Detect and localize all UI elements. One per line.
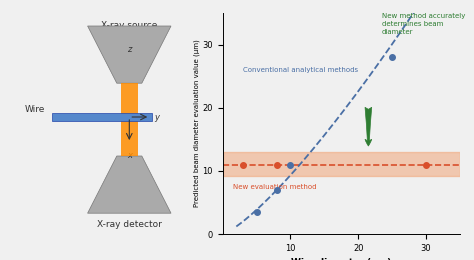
Text: X-ray source: X-ray source bbox=[101, 21, 157, 30]
Polygon shape bbox=[88, 26, 171, 83]
X-axis label: Wire diameter (μm): Wire diameter (μm) bbox=[291, 258, 392, 260]
Y-axis label: Predicted beam diameter evaluation value (μm): Predicted beam diameter evaluation value… bbox=[193, 40, 200, 207]
Point bbox=[273, 188, 281, 192]
Point bbox=[273, 162, 281, 167]
Text: y: y bbox=[155, 113, 159, 121]
Text: New method accurately
determines beam
diameter: New method accurately determines beam di… bbox=[382, 13, 465, 35]
Text: Conventional analytical methods: Conventional analytical methods bbox=[243, 67, 358, 73]
Text: Wire: Wire bbox=[25, 105, 46, 114]
Bar bbox=[121, 83, 137, 156]
Point bbox=[239, 162, 247, 167]
Point bbox=[388, 55, 396, 59]
Point bbox=[253, 210, 260, 214]
Point bbox=[422, 162, 430, 167]
Text: New evaluation method: New evaluation method bbox=[233, 184, 317, 190]
Text: z: z bbox=[127, 45, 131, 54]
Bar bbox=[52, 113, 152, 121]
Text: X-ray detector: X-ray detector bbox=[97, 220, 162, 229]
Polygon shape bbox=[88, 156, 171, 213]
Text: x: x bbox=[127, 151, 132, 160]
Point bbox=[287, 162, 294, 167]
Bar bbox=[223, 152, 460, 176]
